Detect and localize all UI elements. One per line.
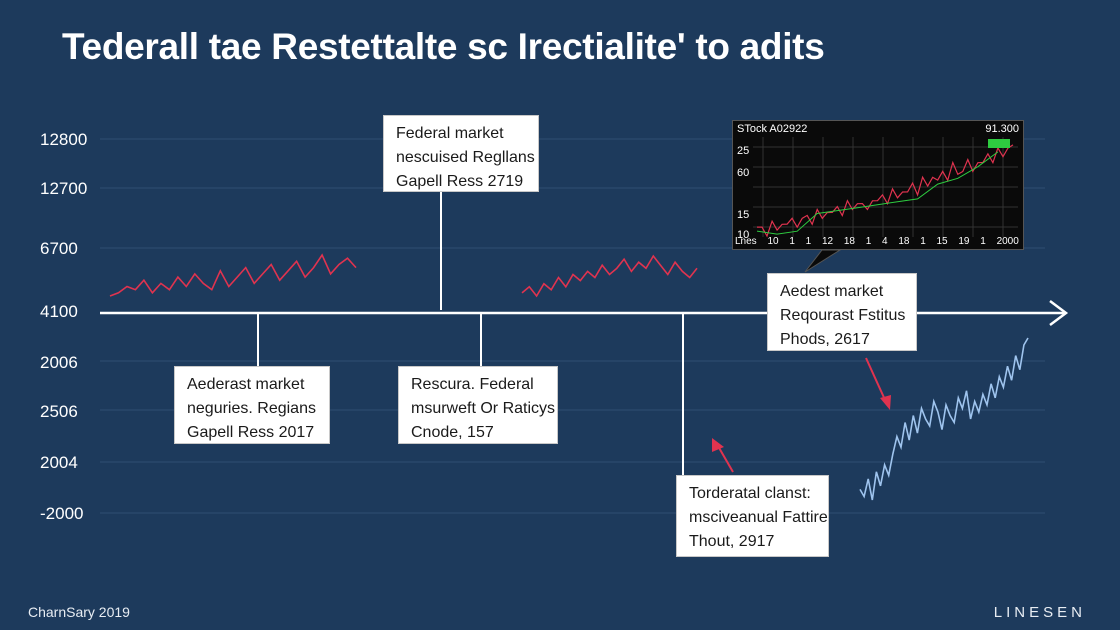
- series-line-red-1: [109, 253, 357, 297]
- callout-line: Gapell Ress 2719: [396, 173, 524, 190]
- y-tick-label: -2000: [40, 504, 84, 523]
- inset-x-tick: 1: [789, 236, 795, 247]
- inset-x-tick: 1: [920, 236, 926, 247]
- y-tick-label: 2506: [40, 402, 78, 421]
- y-tick-label: 2004: [40, 453, 78, 472]
- inset-x-tick: 12: [821, 236, 834, 247]
- callout-line: Rescura. Federal: [411, 376, 534, 393]
- callout-line: Reqourast Fstitus: [780, 307, 906, 324]
- inset-y-tick: 10: [737, 229, 750, 241]
- footer-caption: CharnSary 2019: [28, 604, 130, 620]
- inset-y-tick: 25: [737, 145, 750, 157]
- y-tick-label: 2006: [40, 353, 78, 372]
- callout-box: Rescura. Federal msurweft Or Raticys Cno…: [398, 366, 558, 444]
- y-tick-label: 6700: [40, 239, 78, 258]
- inset-x-tick: 1: [980, 236, 986, 247]
- callout-line: Gapell Ress 2017: [187, 424, 315, 441]
- callout-box: Aederast market neguries. Regians Gapell…: [174, 366, 330, 444]
- inset-y-tick: 60: [737, 167, 750, 179]
- pointer-arrow: [712, 438, 734, 473]
- y-tick-label: 12800: [40, 130, 88, 149]
- callout-line: Phods, 2617: [780, 331, 870, 348]
- callout-box: Federal market nescuised Regllans Gapell…: [383, 115, 539, 192]
- inset-x-tick: Lnes: [735, 236, 757, 247]
- inset-value: 91.300: [985, 123, 1019, 135]
- pointer-arrow: [865, 357, 891, 410]
- inset-pointer: [804, 249, 842, 273]
- series-line-blue: [859, 337, 1029, 501]
- y-tick-label: 12700: [40, 179, 88, 198]
- timeline-arrowhead: [1049, 300, 1069, 326]
- callout-line: msurweft Or Raticys: [411, 400, 556, 417]
- inset-x-tick: 19: [958, 236, 970, 247]
- inset-x-tick: 2000: [996, 236, 1019, 247]
- inset-x-tick: 10: [767, 236, 779, 247]
- inset-x-axis: Lnes 10 1 1 12 18 1 4 18 1 15 19 1 2000: [735, 236, 1019, 248]
- callout-line: nescuised Regllans: [396, 149, 535, 166]
- inset-x-tick: 18: [843, 236, 855, 247]
- footer-brand: LINESEN: [993, 604, 1086, 621]
- series-line-red-2: [521, 254, 698, 298]
- callout-line: Federal market: [396, 125, 504, 142]
- inset-x-tick: 15: [936, 236, 948, 247]
- inset-x-tick: 1: [865, 236, 872, 247]
- page-title: Tederall tae Restettalte sc Irectialite'…: [62, 26, 825, 67]
- callout-line: neguries. Regians: [187, 400, 316, 417]
- inset-series-line: [757, 144, 1014, 238]
- callout-line: Cnode, 157: [411, 424, 494, 441]
- callout-line: Aedest market: [780, 283, 884, 300]
- callout-box: Aedest market Reqourast Fstitus Phods, 2…: [767, 273, 917, 351]
- inset-plot: [753, 137, 1018, 238]
- y-tick-label: 4100: [40, 302, 78, 321]
- callout-line: Thout, 2917: [689, 533, 775, 550]
- inset-series-line-green: [756, 151, 999, 235]
- inset-x-tick: 1: [805, 236, 812, 247]
- inset-value-badge: [988, 139, 1010, 148]
- callout-box: Torderatal clanst: msciveanual Fattire T…: [676, 475, 829, 557]
- inset-grid: [753, 137, 1018, 237]
- inset-title: STock A02922: [737, 123, 808, 135]
- stock-inset-chart: STock A02922 91.300 25 60 15 10 Lnes 10 1 1…: [732, 120, 1024, 250]
- callout-line: Torderatal clanst:: [689, 485, 811, 502]
- callout-line: msciveanual Fattire: [689, 509, 828, 526]
- inset-x-tick: 18: [898, 236, 910, 247]
- callout-line: Aederast market: [187, 376, 305, 393]
- inset-x-tick: 4: [882, 236, 888, 247]
- inset-y-tick: 15: [737, 209, 750, 221]
